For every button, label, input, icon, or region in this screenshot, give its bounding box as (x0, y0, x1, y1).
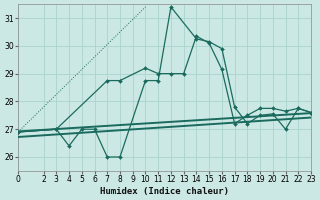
X-axis label: Humidex (Indice chaleur): Humidex (Indice chaleur) (100, 187, 229, 196)
